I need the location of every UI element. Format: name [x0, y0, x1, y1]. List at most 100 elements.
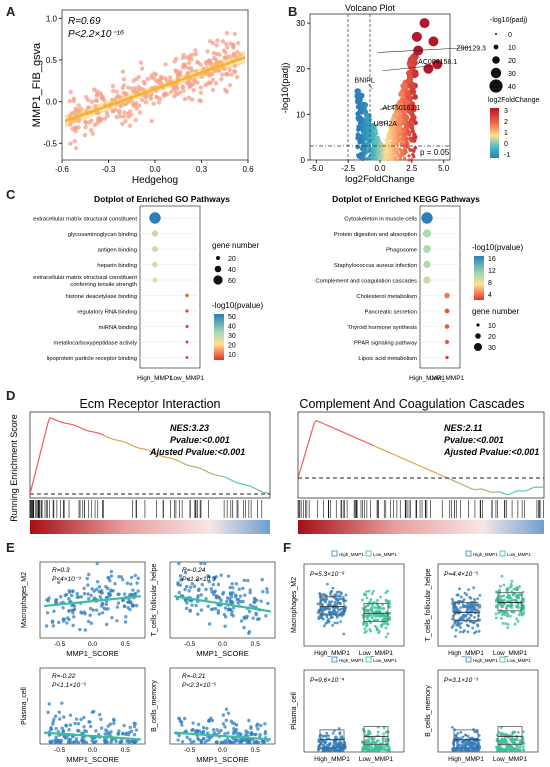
volcano-point: [379, 146, 383, 151]
jitter-point: [339, 592, 343, 596]
enrichment-curve-segment: [322, 422, 325, 425]
jitter-point: [459, 748, 463, 752]
scatter-point: [226, 574, 231, 578]
scatter-point: [199, 740, 204, 744]
volcano-point: [359, 102, 366, 108]
enrichment-dot: [151, 230, 159, 237]
scatter-point: [179, 578, 183, 582]
jitter-point: [466, 603, 469, 607]
volcano-point: [379, 157, 383, 161]
jitter-point: [467, 616, 471, 620]
jitter-point: [503, 598, 507, 602]
jitter-point: [383, 618, 387, 622]
volcano-point: [355, 88, 362, 95]
jitter-point: [333, 748, 337, 752]
scatter-point: [180, 84, 186, 89]
scatter-point: [85, 576, 89, 581]
term-label: metallocarboxypeptidase activity: [54, 341, 138, 347]
scatter-point: [207, 58, 212, 63]
scatter-point: [182, 64, 187, 69]
y-axis-label: -log10(padj): [280, 63, 291, 114]
jitter-point: [333, 621, 337, 625]
enrichment-curve-segment: [39, 446, 43, 455]
jitter-point: [459, 621, 463, 625]
legend-label: Low_MMP1: [507, 658, 531, 663]
enrichment-curve-segment: [330, 426, 334, 429]
jitter-point: [374, 615, 378, 619]
scatter-point: [165, 92, 170, 97]
jitter-point: [500, 574, 504, 578]
volcano-point: [373, 156, 378, 160]
y-axis-label: B_cells_memory: [151, 680, 158, 732]
jitter-point: [376, 730, 380, 734]
jitter-point: [464, 733, 468, 737]
panel-d-gsea: Ecm Receptor Interaction Complement And …: [9, 397, 545, 534]
scatter-point: [109, 574, 114, 578]
scatter-point: [127, 123, 133, 128]
color-legend-label: 0: [504, 141, 508, 148]
scatter-point: [44, 624, 49, 628]
scatter-point: [66, 616, 70, 620]
scatter-point: [70, 126, 75, 132]
stat-r: R=-0.24: [182, 567, 206, 574]
enrichment-curve-segment: [201, 468, 205, 471]
color-legend-label: 20: [228, 343, 236, 350]
enrichment-curve-segment: [251, 486, 255, 489]
scatter-point: [206, 604, 210, 609]
volcano-point: [370, 149, 374, 154]
scatter-point: [133, 591, 138, 596]
jitter-point: [344, 593, 348, 597]
right-pvalue: Pvalue:<0.001: [444, 435, 504, 445]
enrichment-dot: [149, 212, 161, 224]
enrichment-curve-segment: [183, 463, 187, 466]
scatter-point: [115, 619, 119, 623]
scatter-point: [97, 589, 101, 594]
y-axis-label: Macrophages_M2: [291, 577, 298, 633]
scatter-point: [227, 82, 233, 88]
volcano-point: [412, 94, 419, 100]
scatter-point: [199, 608, 204, 612]
scatter-point: [236, 40, 241, 46]
jitter-point: [382, 726, 386, 730]
jitter-point: [510, 736, 514, 740]
scatter-point: [121, 76, 127, 82]
size-legend-label: 20: [228, 256, 236, 263]
jitter-point: [333, 600, 337, 604]
enrichment-curve-segment: [461, 483, 465, 486]
go-size-legend-title: gene number: [212, 241, 259, 250]
x-tick-label: -0.3: [102, 165, 116, 174]
scatter-point: [188, 737, 192, 742]
scatter-point: [211, 50, 217, 56]
jitter-point: [337, 727, 341, 730]
panel-letter-e: E: [6, 540, 15, 555]
enrichment-curve-segment: [400, 456, 403, 459]
jitter-point: [509, 747, 513, 751]
scatter-point: [228, 599, 233, 603]
scatter-point: [134, 76, 139, 82]
volcano-point: [358, 152, 363, 156]
enrichment-curve-segment: [177, 460, 181, 463]
x-tick-label: 0.0: [88, 641, 97, 648]
scatter-point: [68, 723, 72, 727]
y-axis-label: Macrophages_M2: [21, 572, 28, 628]
enrichment-curve-segment: [185, 463, 189, 466]
scatter-point: [198, 90, 204, 95]
jitter-point: [469, 596, 473, 600]
enrichment-curve-segment: [159, 454, 163, 457]
scatter-point: [84, 120, 89, 125]
jitter-point: [326, 582, 329, 586]
jitter-point: [383, 745, 387, 749]
size-legend-label: 40: [228, 267, 236, 274]
scatter-point: [107, 594, 111, 598]
enrichment-curve-segment: [375, 446, 379, 449]
stat-p: P<2.3×10⁻⁵: [182, 682, 217, 689]
volcano-point: [392, 141, 396, 146]
volcano-point: [398, 156, 403, 160]
jitter-point: [326, 619, 329, 623]
volcano-point: [402, 127, 407, 132]
scatter-point: [149, 118, 154, 124]
jitter-point: [331, 731, 335, 735]
enrichment-curve-segment: [351, 435, 354, 438]
scatter-point: [122, 592, 127, 596]
volcano-point: [385, 141, 390, 146]
